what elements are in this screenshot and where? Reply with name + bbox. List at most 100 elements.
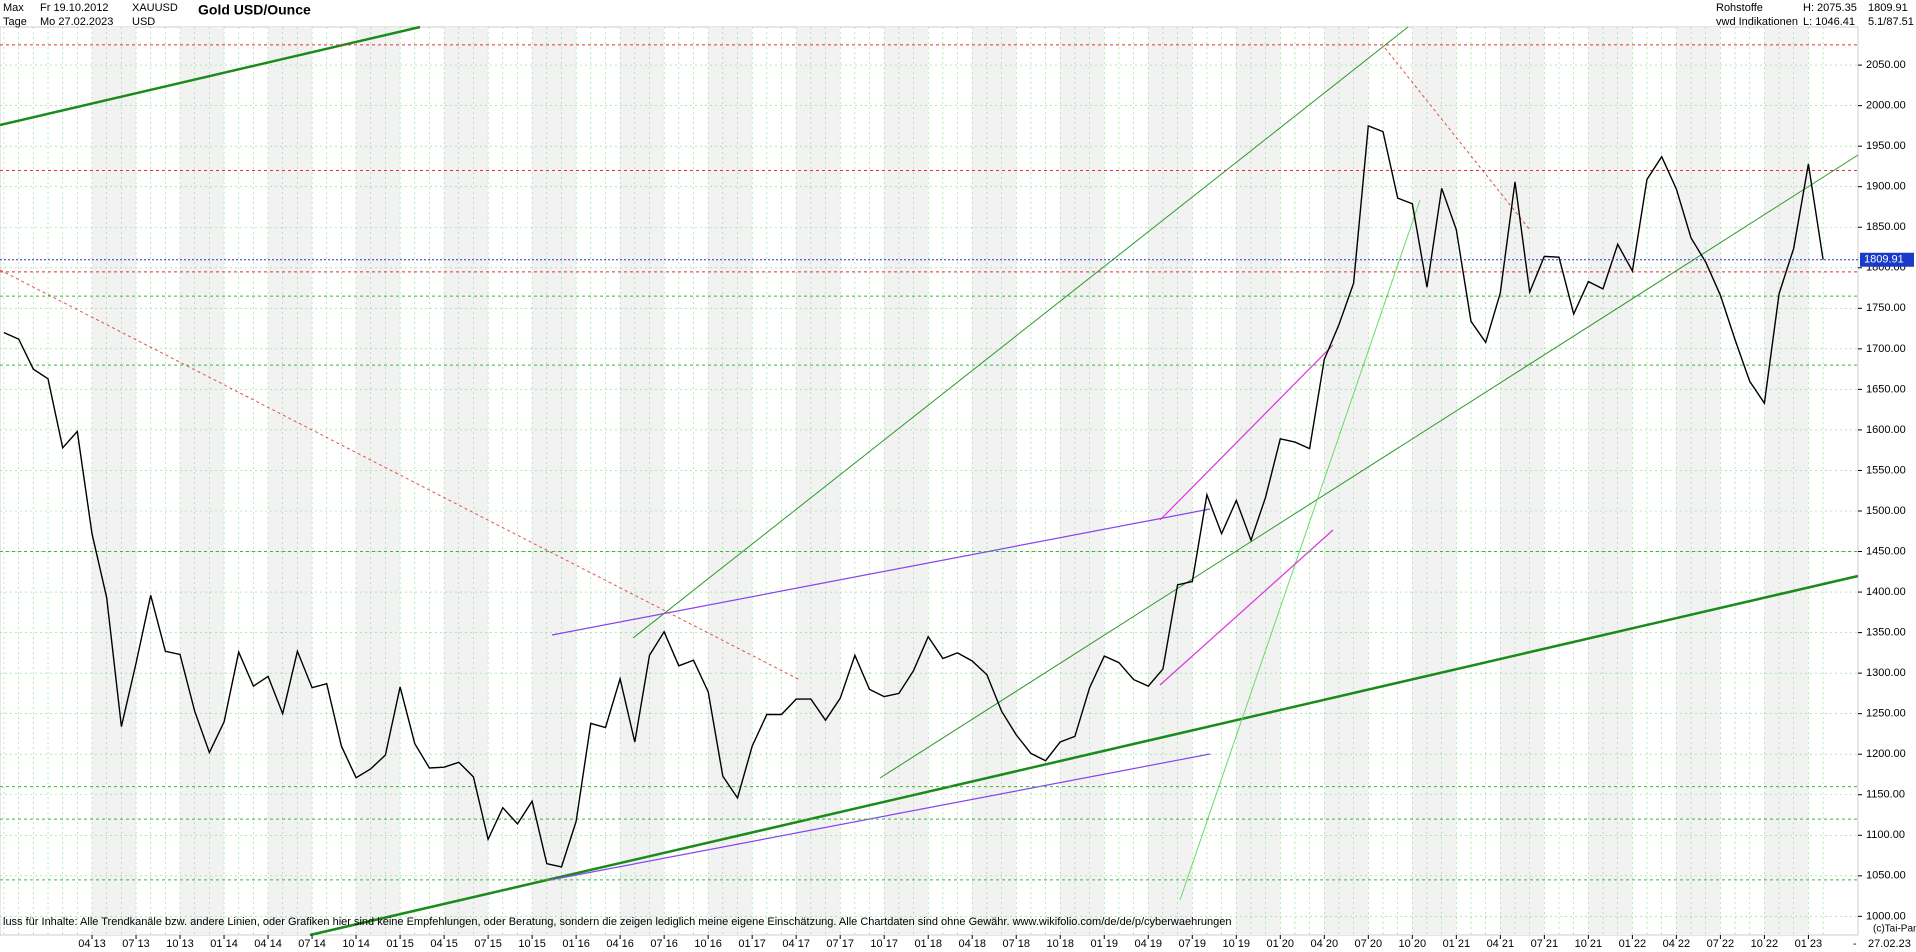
x-tick-label: 04 20	[1311, 938, 1339, 950]
end-date: Mo 27.02.2023	[40, 16, 113, 28]
trend-line	[879, 154, 1859, 779]
x-tick-label: 10 13	[166, 938, 194, 950]
y-tick-label: 1300.00	[1866, 667, 1906, 679]
x-tick-label: 07 22	[1707, 938, 1735, 950]
start-date: Fr 19.10.2012	[40, 2, 109, 14]
y-tick-label: 1600.00	[1866, 424, 1906, 436]
disclaimer: luss für Inhalte: Alle Trendkanäle bzw. …	[3, 916, 1231, 928]
ratio: 5.1/87.51	[1868, 16, 1914, 28]
price-line	[3, 124, 1824, 868]
last-price-label: 1809.91	[1864, 254, 1904, 266]
y-tick-label: 1100.00	[1866, 829, 1905, 841]
band	[180, 27, 225, 935]
band	[1148, 27, 1193, 935]
band	[796, 27, 841, 935]
x-tick-label: 04 13	[78, 938, 106, 950]
band	[1588, 27, 1633, 935]
credit: (c)Tai-Pan	[1873, 924, 1916, 935]
y-tick-label: 1400.00	[1866, 586, 1906, 598]
x-tick-label: 10 17	[870, 938, 898, 950]
x-tick-label: 01 16	[562, 938, 590, 950]
x-tick-label: 10 19	[1223, 938, 1251, 950]
band	[1676, 27, 1721, 935]
end-date-label: 27.02.23	[1868, 938, 1911, 950]
x-tick-label: 07 19	[1179, 938, 1207, 950]
x-tick-label: 10 21	[1575, 938, 1603, 950]
band	[708, 27, 753, 935]
x-tick-label: 10 22	[1751, 938, 1779, 950]
y-tick-label: 1250.00	[1866, 708, 1906, 720]
band	[1060, 27, 1105, 935]
x-tick-label: 01 19	[1090, 938, 1118, 950]
low: L: 1046.41	[1803, 16, 1855, 28]
band	[356, 27, 401, 935]
source: vwd Indikationen	[1716, 16, 1798, 28]
y-tick-label: 1700.00	[1866, 343, 1906, 355]
y-tick-label: 1050.00	[1866, 870, 1906, 882]
band	[1764, 27, 1809, 935]
x-tick-label: 04 14	[254, 938, 282, 950]
y-tick-label: 2050.00	[1866, 59, 1906, 71]
band	[532, 27, 577, 935]
trend-lines	[0, 25, 1859, 937]
x-tick-label: 04 16	[606, 938, 634, 950]
x-tick-label: 07 17	[826, 938, 854, 950]
trend-line	[551, 508, 1211, 636]
trend-line	[0, 25, 421, 127]
x-tick-label: 10 14	[342, 938, 370, 950]
y-tick-label: 1550.00	[1866, 464, 1906, 476]
y-tick-label: 1950.00	[1866, 140, 1906, 152]
high: H: 2075.35	[1803, 2, 1857, 14]
x-tick-label: 04 15	[430, 938, 458, 950]
band	[1412, 27, 1457, 935]
category: Rohstoffe	[1716, 2, 1763, 14]
x-tick-label: 04 21	[1487, 938, 1515, 950]
last-price-box	[1860, 252, 1914, 267]
range[interactable]: Max	[3, 2, 24, 14]
y-tick-label: 1450.00	[1866, 545, 1906, 557]
x-tick-label: 07 20	[1355, 938, 1383, 950]
x-tick-label: 10 15	[518, 938, 546, 950]
x-tick-label: 01 20	[1267, 938, 1295, 950]
x-tick-label: 01 21	[1443, 938, 1471, 950]
y-tick-label: 1000.00	[1866, 910, 1906, 922]
y-tick-label: 1750.00	[1866, 302, 1906, 314]
y-tick-label: 2000.00	[1866, 100, 1906, 112]
band	[884, 27, 929, 935]
band	[268, 27, 313, 935]
symbol: XAUUSD	[132, 2, 178, 14]
x-tick-label: 07 13	[122, 938, 150, 950]
y-tick-label: 1150.00	[1866, 789, 1905, 801]
x-tick-label: 07 18	[1002, 938, 1030, 950]
y-tick-label: 1500.00	[1866, 505, 1906, 517]
band	[1500, 27, 1545, 935]
x-tick-label: 10 18	[1046, 938, 1074, 950]
trend-line	[309, 574, 1859, 937]
x-tick-label: 04 17	[782, 938, 810, 950]
dash: -	[1853, 938, 1857, 950]
y-tick-label: 1850.00	[1866, 221, 1906, 233]
background	[0, 26, 1859, 936]
x-tick-label: 04 18	[958, 938, 986, 950]
x-tick-label: 01 18	[914, 938, 942, 950]
currency: USD	[132, 16, 155, 28]
x-tick-label: 01 14	[210, 938, 238, 950]
period[interactable]: Tage	[3, 16, 27, 28]
y-tick-label: 1900.00	[1866, 181, 1906, 193]
x-tick-label: 10 16	[694, 938, 722, 950]
x-tick-label: 07 21	[1531, 938, 1559, 950]
trend-line	[1179, 199, 1421, 901]
y-tick-label: 1650.00	[1866, 383, 1906, 395]
chart-title: Gold USD/Ounce	[198, 2, 311, 18]
x-tick-label: 07 15	[474, 938, 502, 950]
band	[92, 27, 137, 935]
x-tick-label: 01 22	[1619, 938, 1647, 950]
band	[1236, 27, 1281, 935]
band	[620, 27, 665, 935]
x-tick-label: 10 20	[1399, 938, 1427, 950]
trend-line	[1384, 47, 1531, 231]
x-tick-label: 01 15	[386, 938, 414, 950]
x-tick-label: 04 19	[1134, 938, 1162, 950]
